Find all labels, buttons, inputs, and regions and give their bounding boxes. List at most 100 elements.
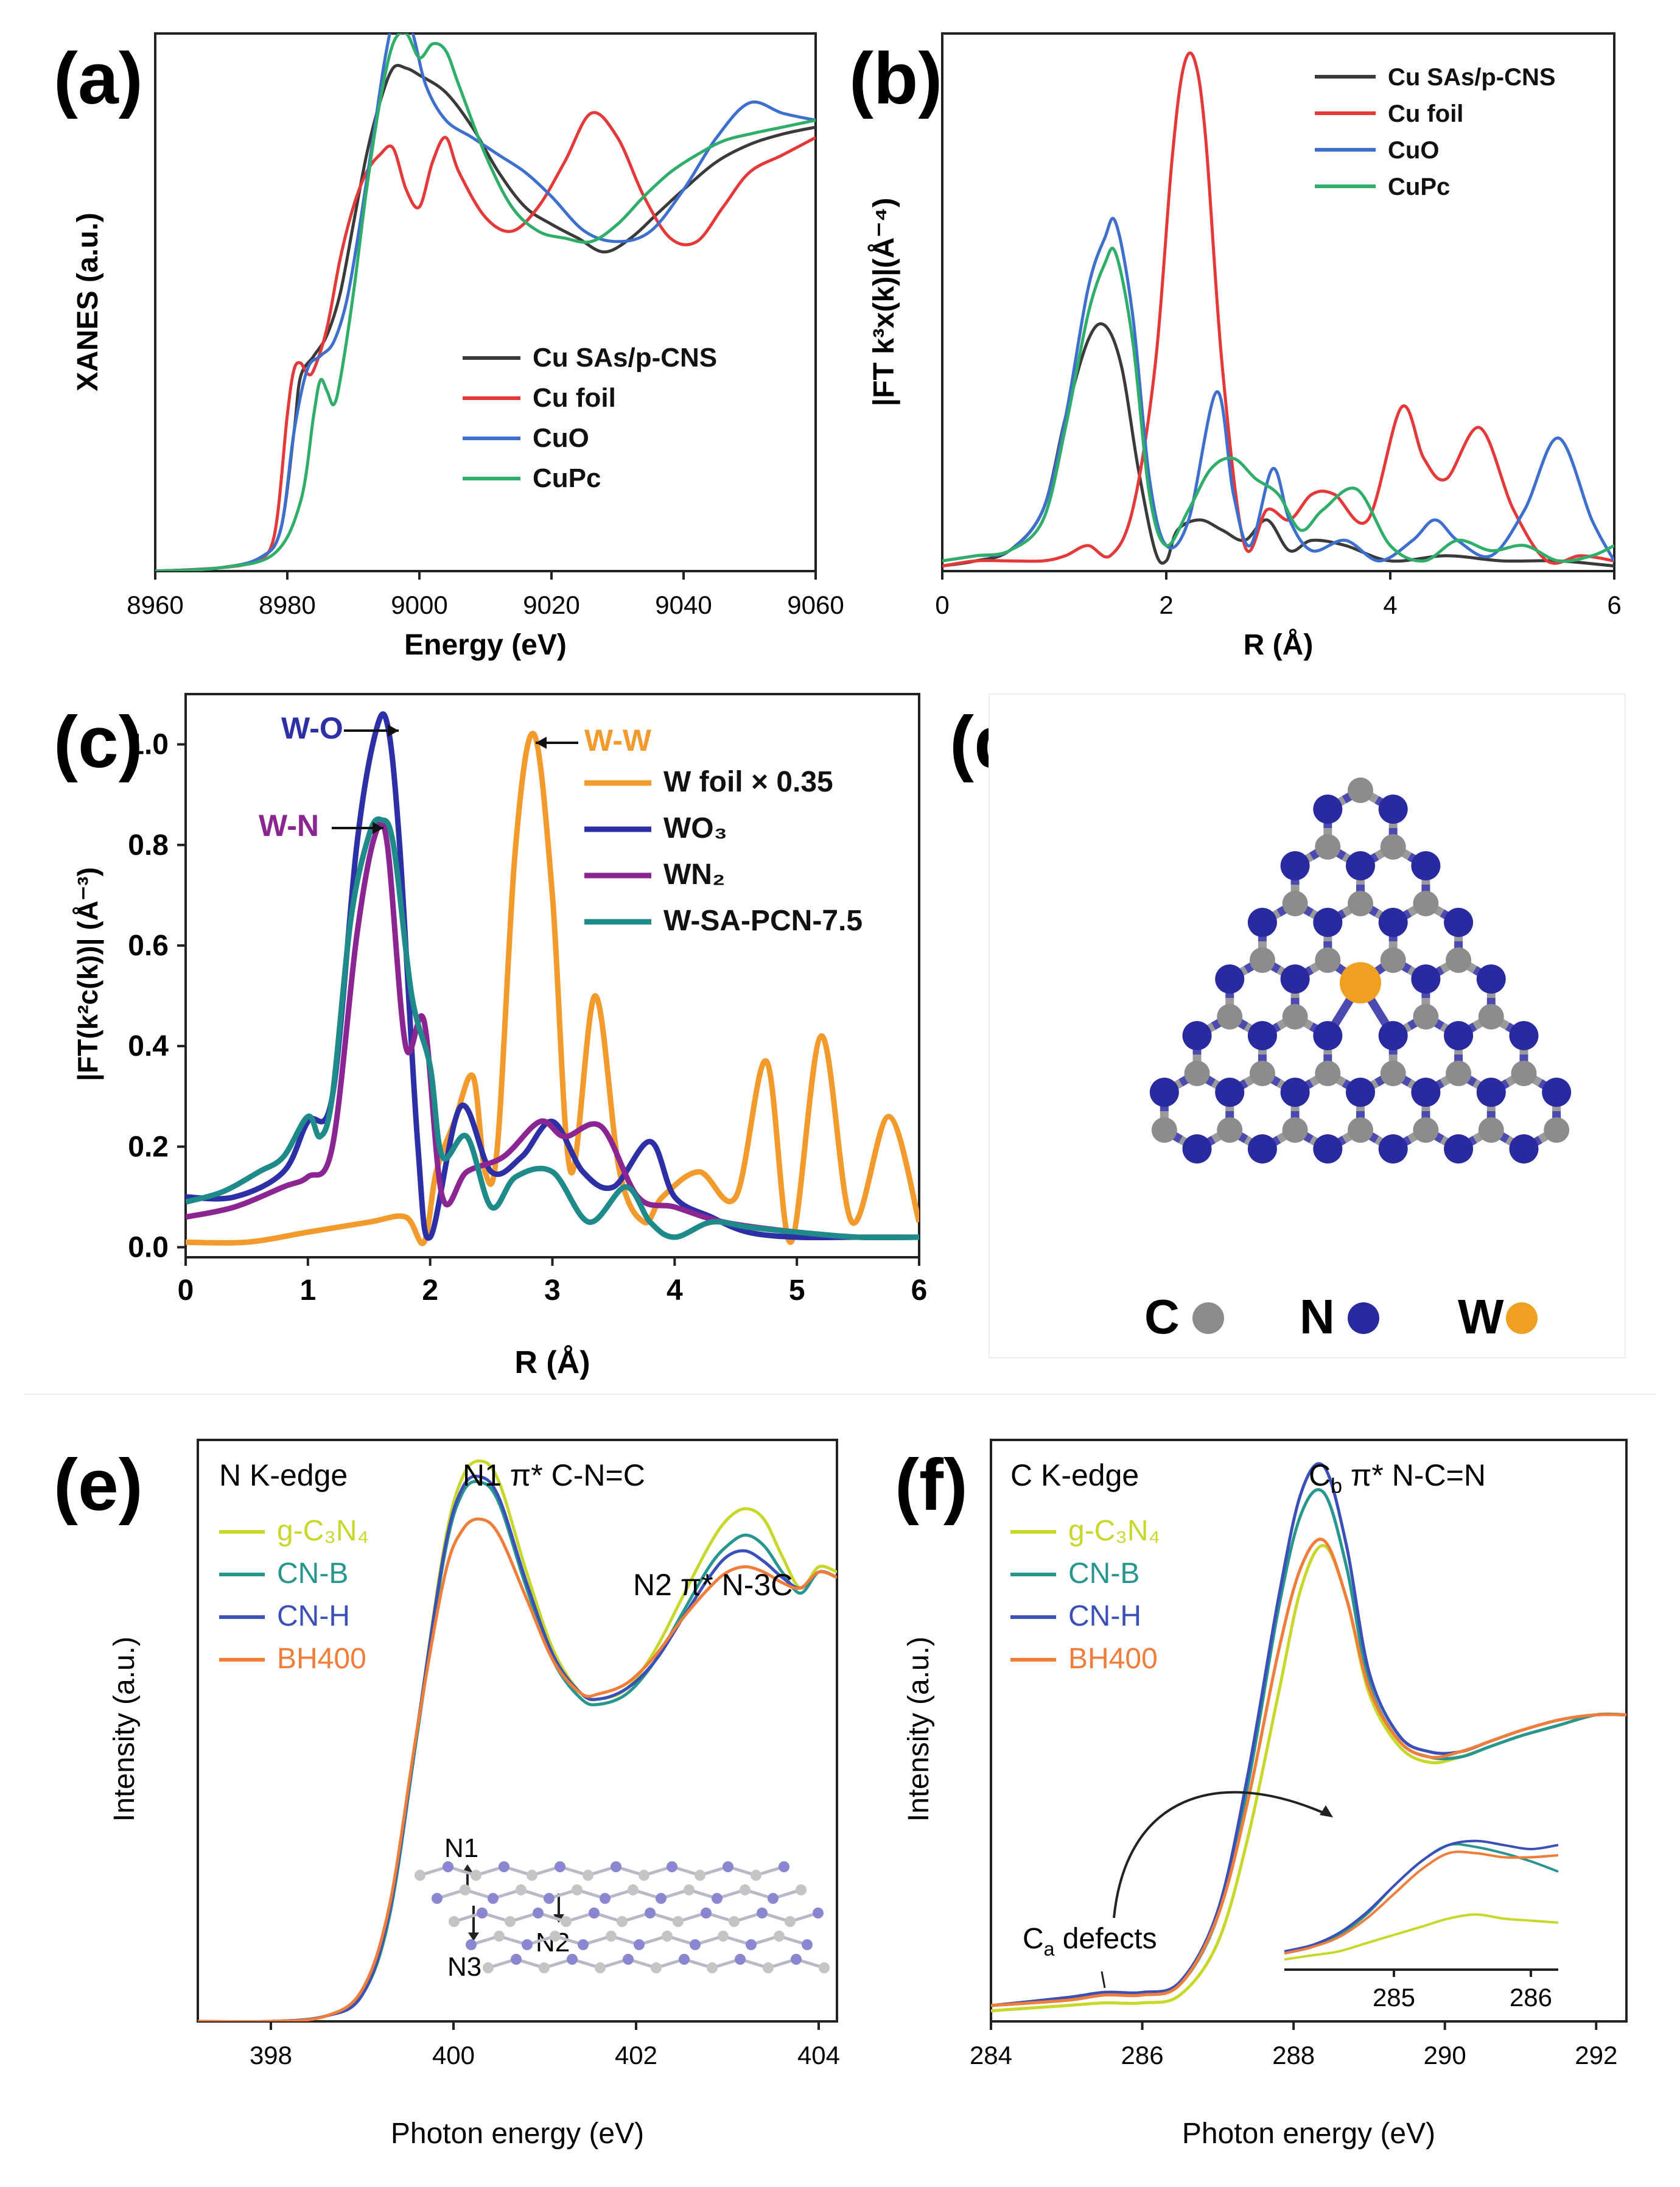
atom [578, 1939, 589, 1950]
carbon-atom [1380, 947, 1406, 973]
carbon-atom [1511, 1061, 1537, 1086]
x-tick-label: 6 [911, 1274, 928, 1307]
atom [488, 1893, 499, 1904]
nitrogen-atom [1149, 1078, 1179, 1107]
x-axis-label: R (Å) [1244, 628, 1314, 661]
panel-label: (c) [54, 701, 143, 783]
atom [527, 1870, 537, 1881]
legend-label: Cu SAs/p-CNS [533, 343, 717, 373]
legend-title: N K-edge [219, 1458, 348, 1492]
atom [751, 1870, 761, 1881]
atom [651, 1962, 662, 1973]
atom [645, 1908, 656, 1918]
atom [477, 1908, 488, 1918]
nitrogen-atom [1280, 1078, 1310, 1107]
nitrogen-atom [1215, 964, 1245, 994]
arrow-head [468, 1932, 479, 1941]
carbon-atom [1315, 947, 1341, 973]
carbon-atom [1348, 1117, 1373, 1143]
atom [819, 1962, 830, 1973]
y-tick-label: 0.0 [128, 1231, 169, 1263]
atom [511, 1954, 522, 1965]
nitrogen-atom [1509, 1134, 1539, 1164]
carbon-atom [1544, 1117, 1570, 1143]
nitrogen-atom [1247, 1134, 1277, 1164]
nitrogen-atom [1313, 908, 1343, 937]
atom [667, 1861, 677, 1872]
atom [690, 1939, 701, 1950]
x-tick-label: 288 [1272, 2041, 1315, 2069]
y-tick-label: 1.0 [128, 729, 169, 761]
series-line-Cu foil [942, 51, 1614, 568]
atom-legend-swatch [1348, 1302, 1379, 1334]
atom [662, 1931, 673, 1942]
series-line-CuPc [155, 33, 816, 571]
atom [595, 1962, 606, 1973]
annotation-label: W-O [281, 711, 343, 745]
x-axis-label: Photon energy (eV) [1182, 2118, 1435, 2150]
legend-label: W-SA-PCN-7.5 [663, 905, 863, 937]
atom-legend-label: N [1300, 1290, 1335, 1344]
carbon-atom [1380, 834, 1406, 860]
x-tick-label: 292 [1575, 2041, 1617, 2069]
annotation-label: Cb π* N-C=N [1309, 1458, 1486, 1498]
annotation-label: N1 π* C-N=C [463, 1458, 645, 1492]
y-axis-label: Intensity (a.u.) [108, 1637, 141, 1822]
atom-legend-label: C [1144, 1290, 1180, 1344]
structure-panel-d: (d)CNW [950, 693, 1626, 1358]
nitrogen-atom [1313, 1134, 1343, 1164]
inset-series-g-C₃N₄ [1284, 1913, 1559, 1961]
x-tick-label: 9000 [391, 591, 447, 619]
legend-label: CuPc [533, 463, 601, 493]
chart-panel-f: (f) 284 286 288 290 292 Photon energy (eV) Inte… [895, 1439, 1628, 2150]
inset-series-CN-H [1284, 1839, 1559, 1953]
x-tick-label: 9020 [523, 591, 579, 619]
nitrogen-atom [1444, 1021, 1474, 1050]
nitrogen-atom [1378, 908, 1408, 937]
nitrogen-atom [1215, 1078, 1245, 1107]
legend-label: CN-B [277, 1557, 348, 1590]
atom [600, 1893, 611, 1904]
y-tick-label: 0.8 [128, 829, 169, 862]
x-tick-label: 402 [615, 2041, 657, 2069]
plot-frame [941, 32, 1615, 572]
x-tick-label: 400 [432, 2041, 475, 2069]
legend-label: CN-B [1068, 1557, 1139, 1590]
atom [555, 1861, 565, 1872]
nitrogen-atom [1509, 1021, 1539, 1050]
x-tick-label: 8980 [259, 591, 315, 619]
nitrogen-atom [1346, 1078, 1375, 1107]
carbon-atom [1348, 778, 1373, 803]
y-axis-label: Intensity (a.u.) [903, 1637, 935, 1822]
atom [471, 1870, 481, 1881]
carbon-atom [1315, 1061, 1341, 1086]
atom [796, 1884, 807, 1895]
nitrogen-atom [1346, 851, 1375, 880]
nitrogen-atom [1542, 1078, 1572, 1107]
atom [499, 1861, 509, 1872]
carbon-atom [1348, 891, 1373, 916]
atom [623, 1954, 634, 1965]
atom [673, 1916, 684, 1927]
atom [757, 1908, 768, 1918]
panel-label: (e) [54, 1444, 143, 1526]
y-tick-label: 0.2 [128, 1131, 169, 1163]
atom [443, 1861, 453, 1872]
atom [483, 1962, 494, 1973]
carbon-atom [1413, 1117, 1439, 1143]
chart-panel-e: (e) 398 400 402 404 Photon energy (eV) Intensi… [54, 1439, 840, 2150]
atom [544, 1893, 555, 1904]
atom [567, 1954, 578, 1965]
nitrogen-atom [1280, 851, 1310, 880]
series-line-CuO [942, 217, 1614, 563]
x-tick-label: 8960 [127, 591, 183, 619]
arrow-head [388, 725, 399, 737]
carbon-atom [1249, 1061, 1275, 1086]
atom [679, 1954, 690, 1965]
atom [746, 1939, 757, 1950]
nitrogen-atom [1476, 964, 1506, 994]
carbon-atom [1315, 834, 1341, 860]
x-tick-label: 290 [1424, 2041, 1466, 2069]
series-line-W foil × 0.35 [186, 731, 919, 1246]
